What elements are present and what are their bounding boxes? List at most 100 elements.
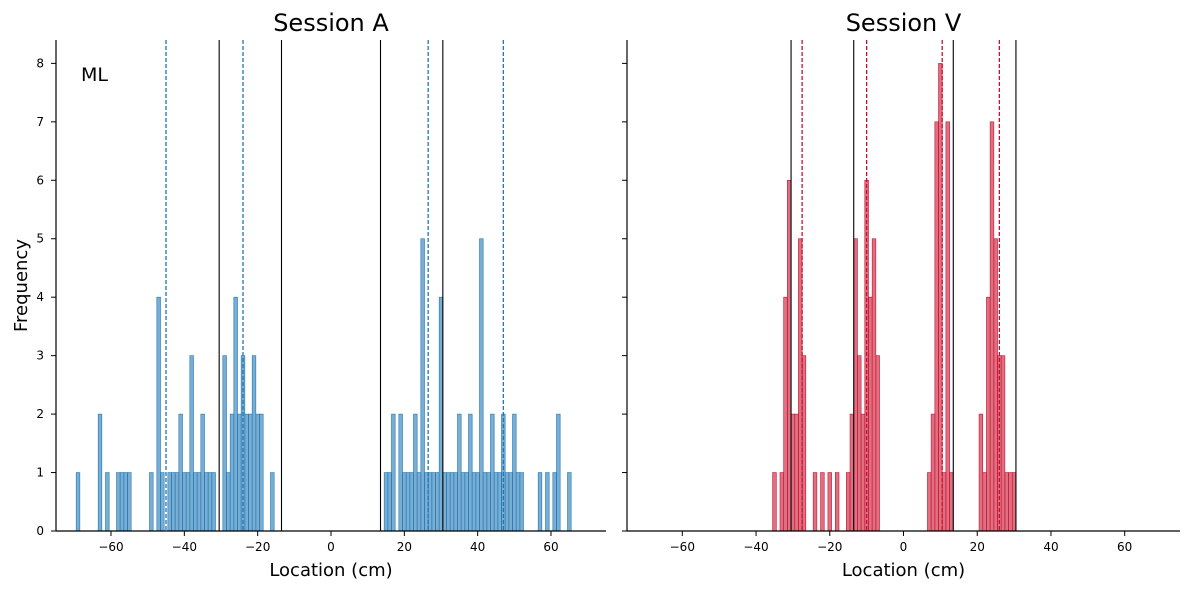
histogram-bar	[229, 413, 235, 532]
histogram-bar	[387, 472, 392, 532]
histogram-bar	[508, 472, 513, 532]
histogram-bar	[475, 472, 480, 532]
histogram-bar	[1004, 472, 1009, 532]
histogram-bar	[515, 472, 521, 532]
histogram-bar	[986, 296, 991, 532]
histogram-bar	[97, 413, 103, 532]
x-tick-label: 20	[397, 540, 412, 554]
histogram-bar	[383, 472, 389, 532]
histogram-bar	[827, 472, 832, 532]
histogram-bar	[119, 472, 125, 532]
histogram-bar	[251, 355, 257, 532]
histogram-bar	[812, 472, 818, 532]
histogram-bar	[123, 472, 128, 532]
histogram-bar	[853, 238, 858, 532]
histogram-bar	[248, 413, 253, 532]
histogram-bar	[160, 472, 165, 532]
histogram-bar	[787, 179, 792, 532]
x-tick-label: −60	[98, 540, 123, 554]
histogram-bar	[945, 121, 950, 532]
histogram-bar	[398, 413, 403, 532]
histogram-bar	[435, 472, 440, 532]
histogram-bar	[196, 472, 202, 532]
histogram-bar	[416, 472, 422, 532]
histogram-bar	[226, 472, 231, 532]
histogram-bar	[116, 472, 121, 532]
histogram-bar	[497, 472, 502, 532]
histogram-bar	[567, 472, 572, 532]
histogram-bar	[482, 472, 488, 532]
x-tick-label: −20	[817, 540, 842, 554]
histogram-bar	[460, 472, 466, 532]
histogram-bar	[402, 472, 407, 532]
histogram-bar	[504, 472, 510, 532]
histogram-bar	[453, 472, 458, 532]
histogram-bar	[127, 472, 132, 532]
histogram-bar	[860, 413, 866, 532]
histogram-bar	[949, 472, 954, 532]
histogram-bar	[834, 472, 840, 532]
histogram-bar	[479, 238, 484, 532]
histogram-bar	[237, 413, 242, 532]
x-tick-label: −40	[172, 540, 197, 554]
histogram-bar	[545, 472, 550, 532]
histogram-bar	[471, 472, 477, 532]
histogram-bar	[537, 472, 543, 532]
y-tick-label: 0	[36, 524, 44, 538]
histogram-bar	[156, 296, 161, 532]
y-tick-label: 1	[36, 466, 44, 480]
x-tick-label: 0	[327, 540, 335, 554]
histogram-bar	[167, 472, 172, 532]
y-tick-label: 3	[36, 349, 44, 363]
panel-session-a: −60 −40 −20 0 20 40 60 0 1 2 3 4 5 6 7 8 Session A Locati…	[11, 9, 606, 581]
histogram-bar	[420, 238, 425, 532]
x-tick-label: 0	[900, 540, 908, 554]
histogram-bar	[871, 238, 877, 532]
x-tick-label: −20	[245, 540, 270, 554]
x-tick-label: 60	[1117, 540, 1132, 554]
panel-annotation: ML	[81, 64, 108, 86]
histogram-bar	[519, 472, 524, 532]
histogram-bar	[105, 472, 110, 532]
histogram-bar	[982, 472, 987, 532]
histogram-bar	[857, 355, 862, 532]
histogram-bar	[989, 121, 995, 532]
histogram-bar	[927, 472, 932, 532]
histogram-bar	[446, 472, 451, 532]
histogram-bar	[270, 472, 275, 532]
histogram-bar	[490, 413, 495, 532]
y-tick-label: 6	[36, 173, 44, 187]
histogram-bar	[178, 413, 183, 532]
histogram-bar	[457, 413, 462, 532]
histogram-bar	[779, 472, 784, 532]
histogram-bar	[868, 296, 873, 532]
histogram-bar	[171, 472, 176, 532]
x-tick-label: 60	[543, 540, 558, 554]
histogram-bar	[149, 472, 154, 532]
histogram-bar	[75, 472, 81, 532]
histogram-bar	[207, 472, 213, 532]
y-tick-label: 2	[36, 407, 44, 421]
histogram-bar	[820, 472, 825, 532]
histogram-bar	[1008, 472, 1013, 532]
panel-session-v: −60 −40 −20 0 20 40 60 Session V Location (cm)	[622, 9, 1180, 581]
histogram-bar	[486, 472, 491, 532]
histogram-bar	[255, 413, 260, 532]
histogram-bar	[174, 472, 180, 532]
histogram-bar	[930, 413, 936, 532]
y-tick-label: 4	[36, 290, 44, 304]
y-tick-label: 5	[36, 232, 44, 246]
histogram-bar	[794, 413, 799, 532]
x-axis-label: Location (cm)	[842, 560, 965, 581]
histogram-bar	[259, 413, 264, 532]
histogram-bar	[993, 238, 998, 532]
histogram-bar	[431, 472, 436, 532]
histogram-bar	[409, 472, 414, 532]
histogram-bar	[182, 472, 187, 532]
y-axis-label: Frequency	[11, 239, 32, 332]
histogram-bar	[211, 472, 216, 532]
histogram-bar	[413, 413, 418, 532]
x-tick-label: 40	[1043, 540, 1058, 554]
histogram-bar	[222, 355, 227, 532]
